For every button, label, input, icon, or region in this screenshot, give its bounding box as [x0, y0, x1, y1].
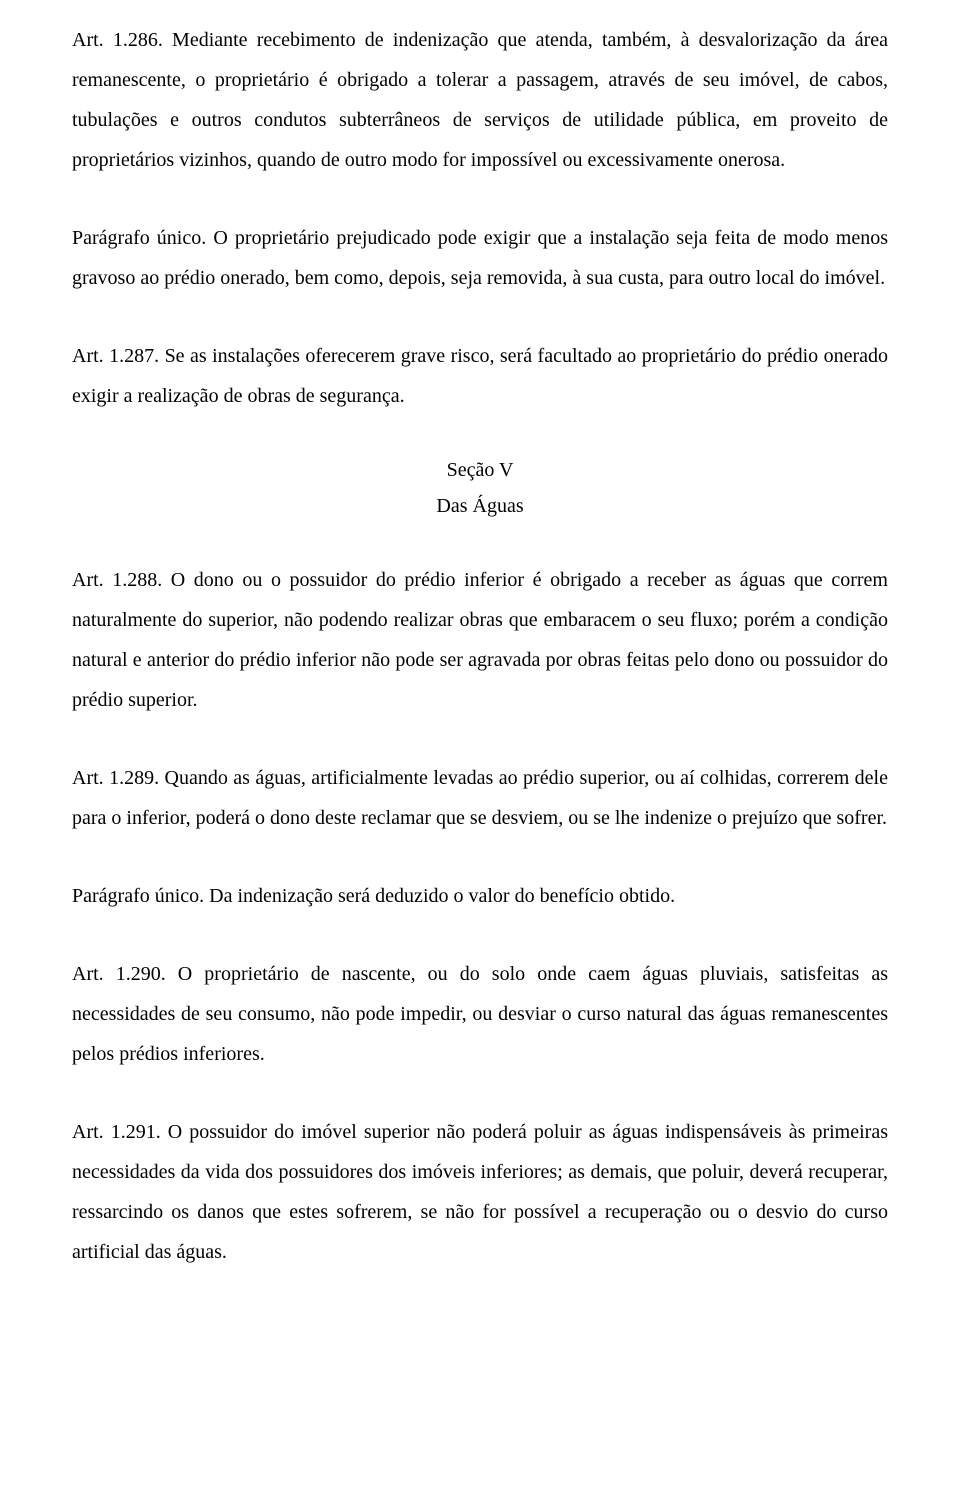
section-title: Das Águas [72, 490, 888, 522]
article-1286-single-paragraph: Parágrafo único. O proprietário prejudic… [72, 218, 888, 298]
article-1290: Art. 1.290. O proprietário de nascente, … [72, 954, 888, 1074]
article-1289: Art. 1.289. Quando as águas, artificialm… [72, 758, 888, 838]
section-number: Seção V [72, 454, 888, 486]
article-1286: Art. 1.286. Mediante recebimento de inde… [72, 20, 888, 180]
article-1289-single-paragraph: Parágrafo único. Da indenização será ded… [72, 876, 888, 916]
article-1288: Art. 1.288. O dono ou o possuidor do pré… [72, 560, 888, 720]
article-1291: Art. 1.291. O possuidor do imóvel superi… [72, 1112, 888, 1272]
article-1287: Art. 1.287. Se as instalações oferecerem… [72, 336, 888, 416]
